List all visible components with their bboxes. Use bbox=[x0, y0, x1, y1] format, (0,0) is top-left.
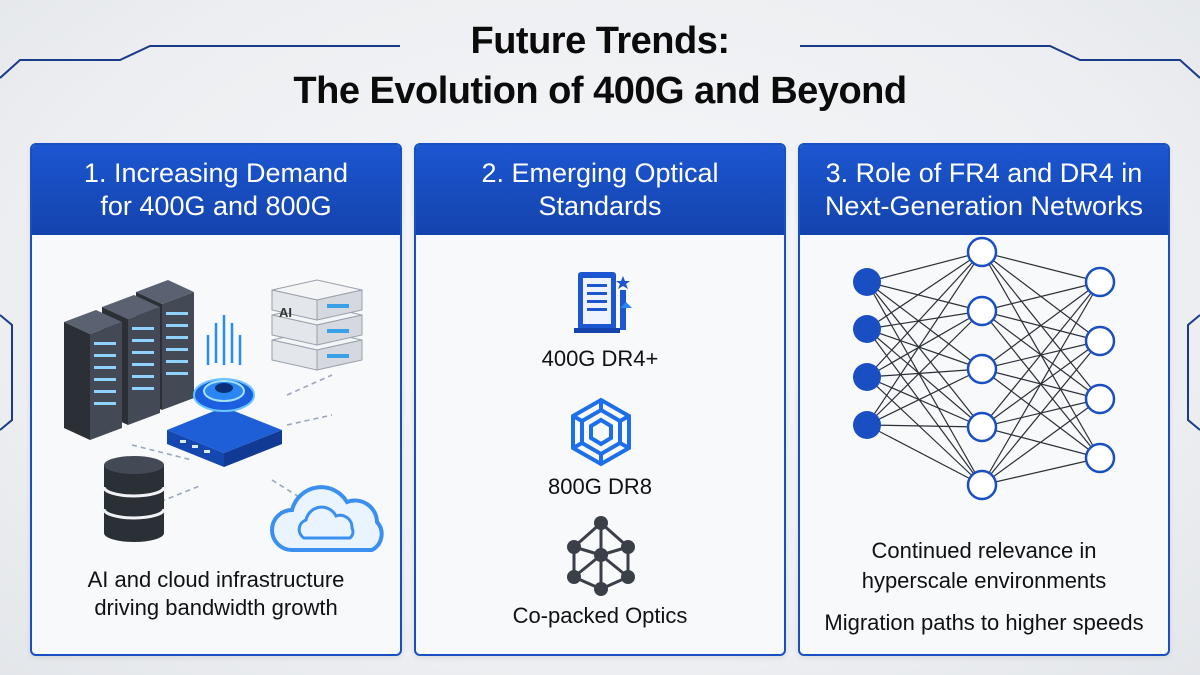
hidden-node bbox=[966, 295, 998, 327]
item-800g-dr8-label: 800G DR8 bbox=[548, 474, 652, 499]
panel-demand-heading-line1: 1. Increasing Demand bbox=[83, 158, 349, 188]
panel-demand-heading-line2: for 400G and 800G bbox=[100, 191, 332, 221]
datacenter-illustration: AI bbox=[64, 279, 384, 552]
ai-appliance-label: AI bbox=[279, 305, 292, 320]
network-edge bbox=[981, 340, 1101, 486]
network-edge bbox=[866, 376, 983, 428]
network-edge bbox=[866, 368, 983, 426]
panel-demand-caption-line1: AI and cloud infrastructure bbox=[87, 567, 345, 592]
network-edge bbox=[981, 281, 1101, 486]
network-edge bbox=[866, 281, 983, 370]
network-edge bbox=[866, 328, 983, 428]
panel-optical-header: 2. Emerging Optical Standards bbox=[416, 145, 784, 235]
panel-demand: 1. Increasing Demand for 400G and 800G bbox=[30, 143, 402, 656]
network-edge bbox=[866, 310, 983, 378]
page-title-line1: Future Trends: bbox=[470, 20, 730, 62]
item-co-packed-optics-label: Co-packed Optics bbox=[512, 603, 688, 628]
network-edge bbox=[981, 281, 1101, 428]
panel-fr4-dr4-role: 3. Role of FR4 and DR4 in Next-Generatio… bbox=[798, 143, 1170, 656]
panel-optical-heading-line2: Standards bbox=[538, 191, 662, 221]
server-rack-icon bbox=[64, 280, 194, 440]
neural-network-icon bbox=[853, 236, 1116, 501]
input-node bbox=[853, 268, 881, 296]
network-edge bbox=[866, 328, 983, 370]
hidden-node bbox=[966, 353, 998, 385]
network-edge bbox=[981, 281, 1101, 370]
panel-role-caption-line1: Continued relevance in bbox=[871, 538, 1097, 563]
network-edge bbox=[866, 424, 983, 428]
input-node bbox=[853, 411, 881, 439]
hidden-node bbox=[966, 469, 998, 501]
network-edge bbox=[866, 251, 983, 330]
network-connections bbox=[866, 251, 1101, 486]
network-edge bbox=[981, 281, 1101, 312]
cloud-icon bbox=[270, 485, 384, 552]
item-400g-dr4-label: 400G DR4+ bbox=[541, 346, 659, 371]
panel-optical-heading-line1: 2. Emerging Optical bbox=[481, 158, 719, 188]
network-edge bbox=[866, 251, 983, 283]
ai-appliance-icon: AI bbox=[271, 279, 363, 371]
network-edge bbox=[866, 424, 983, 486]
panel-demand-caption-line2: driving bandwidth growth bbox=[94, 595, 338, 620]
input-node bbox=[853, 315, 881, 343]
panel-demand-header: 1. Increasing Demand for 400G and 800G bbox=[32, 145, 400, 235]
panel-role-heading-line2: Next-Generation Networks bbox=[824, 191, 1144, 221]
network-edge bbox=[981, 457, 1101, 486]
output-node bbox=[1084, 266, 1116, 298]
network-edge bbox=[866, 281, 983, 428]
network-edge bbox=[866, 251, 983, 426]
network-edge bbox=[866, 310, 983, 330]
hidden-node bbox=[966, 236, 998, 268]
panel-role-caption-line2: hyperscale environments bbox=[861, 568, 1107, 593]
network-edge bbox=[866, 376, 983, 486]
panel-role-header: 3. Role of FR4 and DR4 in Next-Generatio… bbox=[800, 145, 1168, 235]
hexagon-spiral-icon bbox=[571, 397, 631, 467]
database-icon bbox=[102, 456, 166, 542]
network-edge bbox=[866, 310, 983, 426]
output-node bbox=[1084, 325, 1116, 357]
network-edge bbox=[866, 281, 983, 312]
document-chart-icon bbox=[574, 272, 632, 333]
output-node bbox=[1084, 383, 1116, 415]
node-network-icon bbox=[567, 516, 635, 596]
network-edge bbox=[866, 368, 983, 378]
network-switch-icon bbox=[167, 315, 282, 467]
panel-optical-standards: 2. Emerging Optical Standards 400G DR4+ … bbox=[414, 143, 786, 656]
input-node bbox=[853, 363, 881, 391]
network-edge bbox=[981, 398, 1101, 486]
hidden-node bbox=[966, 411, 998, 443]
network-edge bbox=[866, 328, 983, 486]
page-title-line2: The Evolution of 400G and Beyond bbox=[293, 70, 907, 112]
output-node bbox=[1084, 442, 1116, 474]
network-edge bbox=[981, 251, 1101, 283]
network-edge bbox=[866, 251, 983, 378]
panel-role-caption-line3: Migration paths to higher speeds bbox=[824, 610, 1144, 635]
panel-role-heading-line1: 3. Role of FR4 and DR4 in bbox=[825, 158, 1143, 188]
